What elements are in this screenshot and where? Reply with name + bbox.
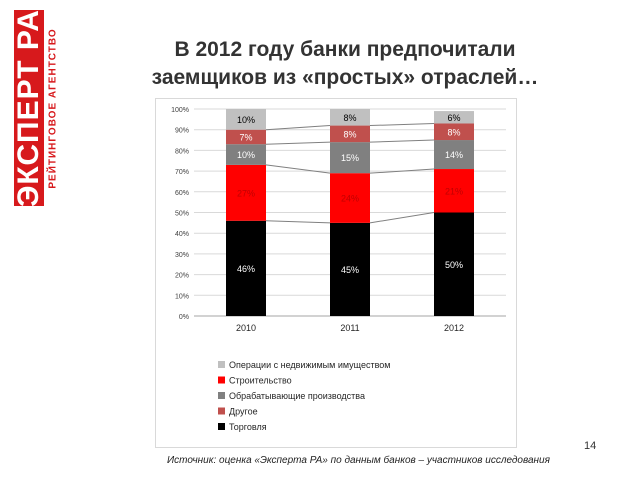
data-label: 50% bbox=[445, 260, 463, 270]
data-label: 45% bbox=[341, 265, 359, 275]
bar-segment-2012-0 bbox=[434, 212, 474, 316]
bar-segment-2011-3 bbox=[330, 125, 370, 143]
logo: ЭКСПЕРТ РА РЕЙТИНГОВОЕ АГЕНТСТВО bbox=[0, 0, 68, 215]
data-label: 8% bbox=[343, 113, 356, 123]
y-tick-label: 70% bbox=[175, 169, 189, 176]
series-connector bbox=[265, 141, 331, 145]
legend-item: Операции с недвижимым имуществом bbox=[229, 360, 390, 370]
series-connector bbox=[369, 168, 435, 174]
series-connector bbox=[369, 122, 435, 127]
bar-segment-2012-4 bbox=[434, 111, 474, 124]
logo-sub-text: РЕЙТИНГОВОЕ АГЕНТСТВО bbox=[47, 27, 59, 189]
series-connector bbox=[265, 125, 331, 131]
series-connector bbox=[265, 164, 331, 174]
series-connector bbox=[369, 139, 435, 143]
bar-segment-2011-4 bbox=[330, 109, 370, 126]
data-label: 8% bbox=[343, 129, 356, 139]
x-tick-label: 2010 bbox=[236, 323, 256, 333]
data-label: 6% bbox=[447, 113, 460, 123]
bar-segment-2012-2 bbox=[434, 140, 474, 170]
y-tick-label: 50% bbox=[175, 211, 189, 218]
data-label: 24% bbox=[341, 194, 359, 204]
legend-swatch bbox=[218, 407, 225, 415]
data-label: 14% bbox=[445, 150, 463, 160]
legend-item: Обрабатывающие производства bbox=[229, 391, 365, 401]
data-label: 7% bbox=[239, 132, 252, 142]
data-label: 10% bbox=[237, 115, 255, 125]
bar-segment-2011-2 bbox=[330, 142, 370, 174]
x-tick-label: 2012 bbox=[444, 323, 464, 333]
y-tick-label: 30% bbox=[175, 252, 189, 259]
legend-item: Торговля bbox=[229, 422, 267, 432]
y-tick-label: 90% bbox=[175, 128, 189, 135]
bar-segment-2010-4 bbox=[226, 109, 266, 130]
y-tick-label: 100% bbox=[171, 107, 189, 114]
y-tick-label: 0% bbox=[179, 314, 189, 321]
bar-segment-2012-3 bbox=[434, 123, 474, 141]
data-label: 27% bbox=[237, 188, 255, 198]
series-connector bbox=[265, 220, 331, 224]
logo-sub-block: РЕЙТИНГОВОЕ АГЕНТСТВО bbox=[46, 10, 60, 206]
data-label: 15% bbox=[341, 153, 359, 163]
slide-title: В 2012 году банки предпочитали заемщиков… bbox=[90, 36, 600, 92]
source-note: Источник: оценка «Эксперта РА» по данным… bbox=[167, 455, 550, 466]
slide-title-line-2: заемщиков из «простых» отраслей… bbox=[151, 66, 539, 89]
y-tick-label: 10% bbox=[175, 293, 189, 300]
bar-segment-2011-0 bbox=[330, 222, 370, 316]
legend-swatch bbox=[218, 376, 225, 384]
series-connector bbox=[369, 212, 435, 224]
legend-swatch bbox=[218, 423, 225, 430]
bar-segment-2012-1 bbox=[434, 169, 474, 213]
bar-segment-2010-0 bbox=[226, 220, 266, 316]
y-tick-label: 80% bbox=[175, 148, 189, 155]
data-label: 8% bbox=[447, 127, 460, 137]
legend-swatch bbox=[218, 361, 225, 368]
legend-item: Строительство bbox=[229, 376, 292, 386]
y-tick-label: 60% bbox=[175, 190, 189, 197]
logo-main-block: ЭКСПЕРТ РА bbox=[12, 9, 45, 207]
chart-container: 0% 10% 20% 30% 40% 50% 60% 70% 80% 90% 100% 46% 27% 1… bbox=[155, 98, 517, 448]
y-tick-label: 40% bbox=[175, 231, 189, 238]
legend-item: Другое bbox=[229, 407, 258, 417]
bar-segment-2010-2 bbox=[226, 144, 266, 165]
y-tick-label: 20% bbox=[175, 273, 189, 280]
logo-main-text: ЭКСПЕРТ РА bbox=[12, 9, 45, 207]
legend-swatch bbox=[218, 392, 225, 399]
slide-title-line-1: В 2012 году банки предпочитали bbox=[174, 38, 516, 61]
x-tick-label: 2011 bbox=[340, 323, 359, 333]
bar-segment-2011-1 bbox=[330, 173, 370, 223]
page-number: 14 bbox=[584, 440, 597, 452]
bar-segment-2010-1 bbox=[226, 164, 266, 221]
data-label: 46% bbox=[237, 264, 255, 274]
data-label: 21% bbox=[445, 186, 463, 196]
data-label: 10% bbox=[237, 150, 255, 160]
bar-segment-2010-3 bbox=[226, 129, 266, 145]
stacked-bar-chart: 0% 10% 20% 30% 40% 50% 60% 70% 80% 90% 100% 46% 27% 1… bbox=[171, 107, 506, 432]
